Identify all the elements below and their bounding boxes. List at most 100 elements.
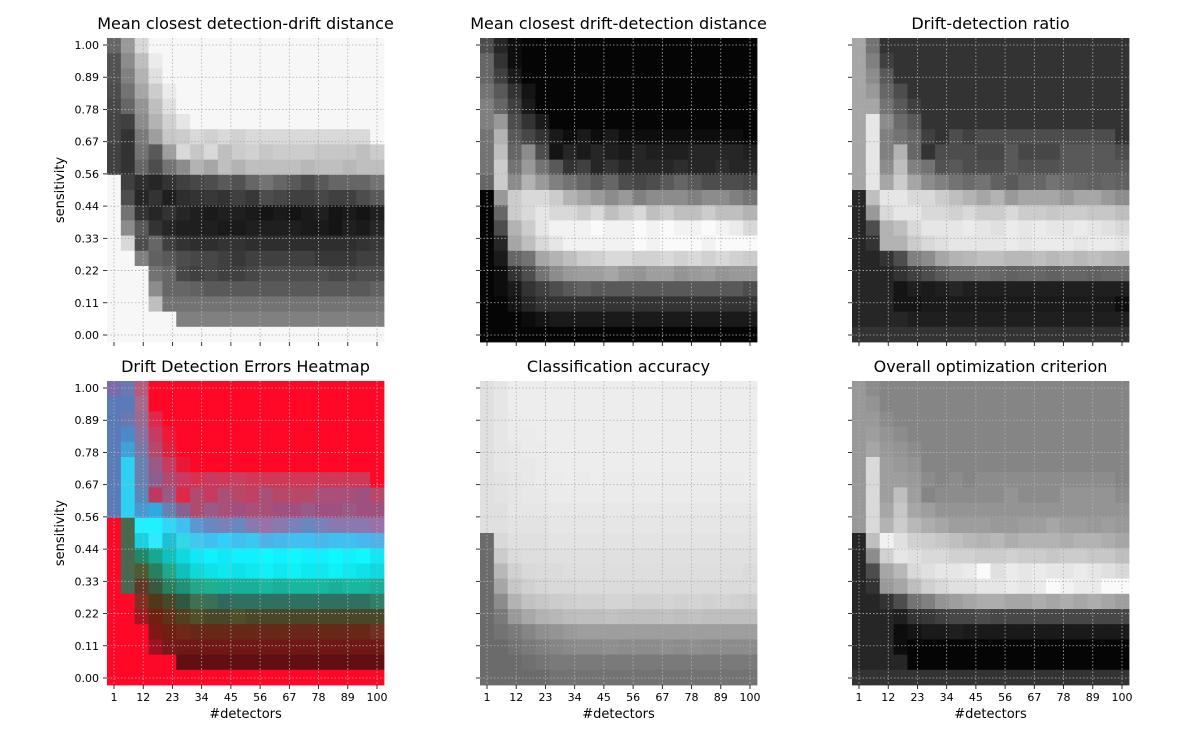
heatmap-cell (646, 472, 661, 488)
heatmap-cell (148, 472, 163, 488)
heatmap-cell (314, 159, 329, 176)
heatmap-cell (507, 609, 522, 625)
heatmap-cell (120, 457, 136, 473)
heatmap-cell (521, 296, 536, 312)
heatmap-cell (287, 38, 302, 54)
heatmap-cell (370, 190, 385, 206)
heatmap-cell (300, 411, 316, 427)
heatmap-cell (120, 578, 136, 595)
heatmap-cell (162, 441, 177, 458)
heatmap-cell (976, 159, 991, 176)
heatmap-cell (120, 639, 136, 655)
heatmap-cell (217, 669, 233, 686)
heatmap-cell (162, 281, 177, 297)
heatmap-cell (176, 457, 191, 473)
heatmap-cell (134, 487, 149, 503)
heatmap-cell (673, 609, 689, 625)
heatmap-cell (549, 578, 564, 595)
heatmap-cell (370, 114, 385, 130)
heatmap-cell (935, 129, 950, 145)
heatmap-cell (493, 563, 509, 579)
heatmap-cell (715, 426, 730, 443)
heatmap-cell (618, 68, 633, 84)
heatmap-cell (1004, 654, 1019, 671)
heatmap-cell (990, 472, 1005, 488)
heatmap-cell (231, 235, 246, 252)
heatmap-cell (618, 235, 633, 252)
heatmap-cell (935, 578, 950, 595)
heatmap-cell (962, 472, 978, 488)
heatmap-cell (618, 381, 633, 397)
heatmap-cell (1045, 624, 1061, 640)
heatmap-cell (1115, 144, 1130, 160)
heatmap-cell (273, 517, 288, 534)
heatmap-cell (521, 311, 536, 328)
heatmap-cell (563, 159, 578, 176)
heatmap-cell (907, 654, 922, 671)
heatmap-cell (287, 669, 302, 686)
heatmap-cell (935, 114, 950, 130)
heatmap-cell (604, 593, 619, 610)
heatmap-cell (948, 654, 964, 671)
heatmap-cell (1032, 639, 1047, 655)
heatmap-cell (632, 68, 647, 84)
heatmap-cell (549, 381, 564, 397)
heatmap-cell (231, 311, 246, 328)
heatmap-cell (535, 578, 550, 595)
heatmap-cell (729, 457, 744, 473)
heatmap-cell (590, 396, 606, 412)
heatmap-cell (618, 281, 633, 297)
heatmap-cell (314, 281, 329, 297)
heatmap-cell (287, 68, 302, 84)
heatmap-cell (935, 593, 950, 610)
heatmap-cell (287, 609, 302, 625)
heatmap-cell (176, 266, 191, 282)
heatmap-cell (356, 144, 371, 160)
heatmap-cell (701, 457, 716, 473)
heatmap-cell (962, 98, 978, 115)
heatmap-cell (948, 381, 964, 397)
heatmap-cell (1045, 98, 1061, 115)
heatmap-cell (314, 381, 329, 397)
heatmap-cell (245, 669, 260, 686)
heatmap-cell (590, 381, 606, 397)
heatmap-cell (976, 396, 991, 412)
heatmap-cell (590, 235, 606, 252)
heatmap-cell (245, 472, 260, 488)
heatmap-cell (729, 68, 744, 84)
heatmap-cell (190, 654, 205, 671)
heatmap-cell (729, 129, 744, 145)
heatmap-cell (342, 144, 357, 160)
heatmap-cell (1073, 159, 1088, 176)
heatmap-cell (576, 517, 592, 534)
heatmap-cell (342, 624, 357, 640)
heatmap-cell (300, 669, 316, 686)
heatmap-cell (590, 250, 606, 267)
heatmap-cell (1087, 396, 1102, 412)
heatmap-cell (618, 411, 633, 427)
heatmap-cell (273, 311, 288, 328)
heatmap-cell (935, 457, 950, 473)
heatmap-cell (356, 159, 371, 176)
heatmap-cell (865, 235, 881, 252)
heatmap-cell (976, 441, 991, 458)
heatmap-cell (217, 129, 233, 145)
heatmap-cell (646, 593, 661, 610)
heatmap-cell (646, 281, 661, 297)
heatmap-cell (190, 381, 205, 397)
heatmap-cell (1045, 205, 1061, 221)
heatmap-cell (1059, 174, 1074, 191)
heatmap-cell (203, 326, 219, 343)
heatmap-cell (935, 250, 950, 267)
heatmap-cell (273, 578, 288, 595)
heatmap-cell (865, 457, 881, 473)
heatmap-cell (715, 311, 730, 328)
heatmap-cell (493, 98, 509, 115)
heatmap-cell (879, 441, 894, 458)
heatmap-cell (1059, 38, 1074, 54)
heatmap-cell (660, 502, 675, 519)
heatmap-cell (203, 411, 219, 427)
heatmap-cell (287, 114, 302, 130)
heatmap-cell (107, 533, 122, 549)
heatmap-cell (480, 144, 495, 160)
